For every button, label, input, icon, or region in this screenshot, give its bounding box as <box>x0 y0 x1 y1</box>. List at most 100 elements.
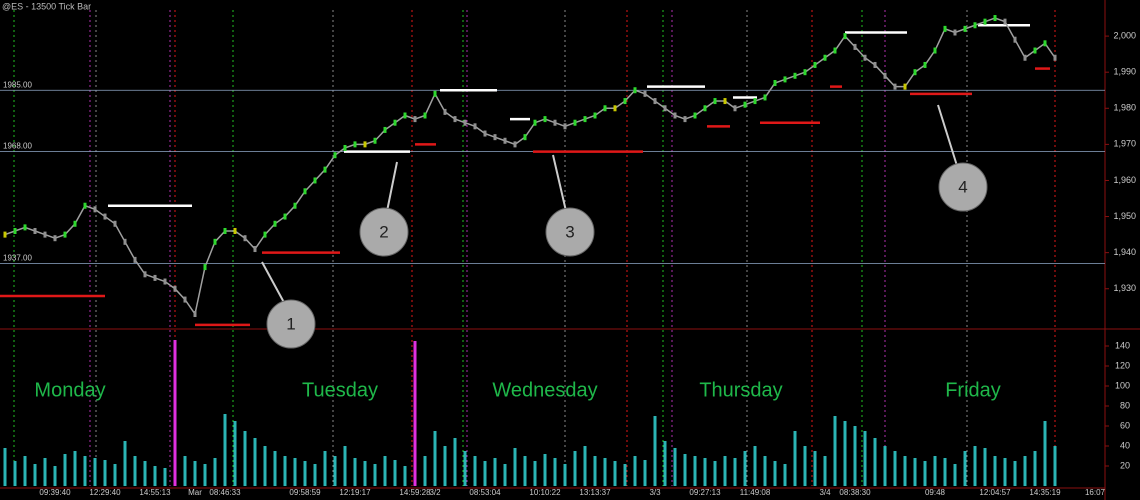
volume-bar <box>223 414 227 486</box>
volume-bar <box>983 448 987 486</box>
y-tick-label: 80 <box>1120 400 1130 410</box>
price-bar <box>733 105 737 112</box>
volume-bar <box>293 458 297 486</box>
price-bar <box>893 83 897 90</box>
volume-bar <box>573 451 577 486</box>
volume-bar <box>673 448 677 486</box>
price-bar <box>643 90 647 97</box>
price-bar <box>263 231 267 238</box>
price-bar <box>683 116 687 123</box>
volume-bar <box>533 461 537 486</box>
volume-bar <box>163 468 167 486</box>
price-bar <box>463 119 467 126</box>
price-bar <box>383 126 387 133</box>
y-tick-label: 1,960 <box>1113 175 1136 185</box>
volume-bar <box>823 456 827 486</box>
x-tick-label: 3/3 <box>649 488 661 497</box>
volume-bar <box>703 458 707 486</box>
volume-bar <box>1003 458 1007 486</box>
price-bar <box>623 98 627 105</box>
callout-arrow <box>552 154 567 211</box>
volume-bar <box>603 458 607 486</box>
x-tick-label: 13:13:37 <box>579 488 611 497</box>
callout-label: 4 <box>958 177 967 196</box>
price-bar <box>433 90 437 97</box>
price-line <box>4 17 1056 316</box>
volume-bar <box>683 454 687 486</box>
x-tick-label: 09:27:13 <box>689 488 721 497</box>
x-tick-label: 3/2 <box>429 488 441 497</box>
price-bar <box>903 83 907 90</box>
volume-bar <box>33 464 37 486</box>
price-bar <box>1043 40 1047 47</box>
callout-label: 2 <box>379 222 388 241</box>
price-bar <box>933 47 937 54</box>
price-bar <box>613 105 617 112</box>
price-bar <box>863 54 867 61</box>
volume-bar <box>203 464 207 486</box>
volume-bar <box>413 341 417 486</box>
price-bar <box>53 235 57 242</box>
volume-bar <box>993 456 997 486</box>
callout-arrow <box>386 161 398 211</box>
price-bar <box>763 94 767 101</box>
volume-bar <box>313 464 317 486</box>
volume-bar <box>393 460 397 486</box>
volume-bar <box>263 446 267 486</box>
volume-bar <box>853 426 857 486</box>
x-tick-label: 09:39:40 <box>39 488 71 497</box>
volume-bar <box>383 456 387 486</box>
volume-bar <box>323 451 327 486</box>
price-bar <box>313 177 317 184</box>
volume-bar <box>213 458 217 486</box>
volume-bar <box>563 464 567 486</box>
callout-circle <box>938 162 988 212</box>
price-bar <box>323 166 327 173</box>
volume-bar <box>1053 446 1057 486</box>
price-bar <box>133 256 137 263</box>
y-tick-label: 1,930 <box>1113 283 1136 293</box>
volume-bar <box>663 441 667 486</box>
price-bar <box>693 112 697 119</box>
price-bar <box>333 152 337 159</box>
x-tick-label: 12:19:17 <box>339 488 371 497</box>
volume-bar <box>793 431 797 486</box>
price-bar <box>943 25 947 32</box>
price-bar <box>363 141 367 148</box>
volume-bar <box>113 464 117 486</box>
x-tick-label: 14:35:19 <box>1029 488 1061 497</box>
volume-bar <box>43 458 47 486</box>
volume-bar <box>653 416 657 486</box>
x-tick-label: 14:55:13 <box>139 488 171 497</box>
price-bar <box>583 116 587 123</box>
price-bar <box>783 76 787 83</box>
volume-bar <box>523 456 527 486</box>
volume-bar <box>873 438 877 486</box>
price-bar <box>273 220 277 227</box>
price-bar <box>143 271 147 278</box>
price-bar <box>653 98 657 105</box>
volume-bar <box>833 416 837 486</box>
price-bar <box>393 119 397 126</box>
callout-arrow <box>261 261 285 303</box>
price-bar <box>153 274 157 281</box>
volume-bar <box>473 456 477 486</box>
price-bar <box>873 61 877 68</box>
volume-bar <box>333 456 337 486</box>
price-bar <box>63 231 67 238</box>
price-bar <box>13 227 17 234</box>
volume-bar <box>553 458 557 486</box>
price-bar <box>913 69 917 76</box>
x-tick-label: 08:53:04 <box>469 488 501 497</box>
price-bar <box>593 112 597 119</box>
price-bar <box>503 137 507 144</box>
volume-bar <box>773 461 777 486</box>
reference-label: 1937.00 <box>3 254 32 263</box>
callout-arrow <box>937 104 958 166</box>
volume-bar <box>1043 421 1047 486</box>
volume-bar <box>963 451 967 486</box>
volume-bar <box>763 456 767 486</box>
price-bar <box>3 231 7 238</box>
x-tick-label: 08:38:30 <box>839 488 871 497</box>
volume-bar <box>803 446 807 486</box>
